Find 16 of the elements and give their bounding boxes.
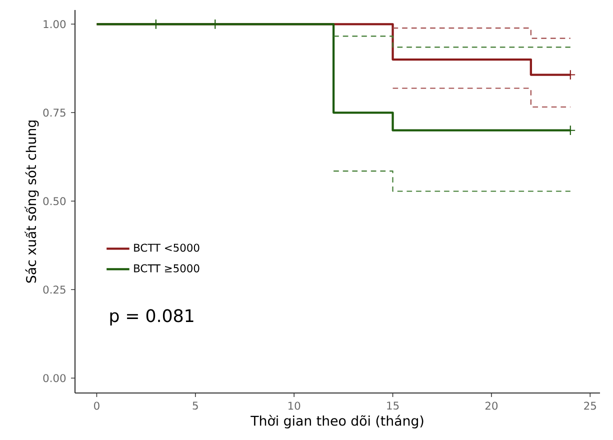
x-axis-title: Thời gian theo dõi (tháng) — [250, 414, 424, 428]
annotation: p = 0.081 — [110, 309, 194, 326]
y-tick-label: 0.75 — [43, 108, 66, 117]
y-tick-label: 1.00 — [44, 20, 66, 28]
y-axis-title: Sác xuất sống sót chung — [24, 120, 39, 283]
y-tick-label: 0.25 — [43, 286, 66, 294]
x-tick-label: 20 — [485, 402, 498, 410]
x-tick-label: 15 — [387, 402, 399, 410]
x-tick-label: 0 — [94, 402, 100, 410]
y-tick-label: 0.00 — [43, 374, 66, 382]
x-tick-label: 25 — [584, 402, 596, 410]
legend-label: BCTT ≥5000 — [134, 264, 200, 272]
x-tick-label: 5 — [192, 402, 198, 410]
y-tick-label: 0.50 — [43, 197, 66, 206]
x-tick-label: 10 — [288, 402, 300, 410]
legend-label: BCTT <5000 — [134, 244, 200, 252]
